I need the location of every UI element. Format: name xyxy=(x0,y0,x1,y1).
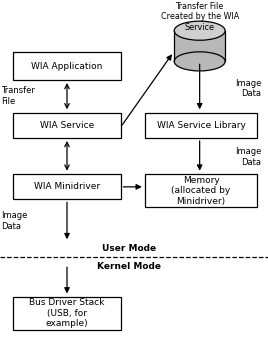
Bar xyxy=(174,31,225,61)
Text: Kernel Mode: Kernel Mode xyxy=(97,262,161,271)
Text: WIA Service Library: WIA Service Library xyxy=(157,121,245,130)
Text: Image
Data: Image Data xyxy=(235,147,261,166)
Ellipse shape xyxy=(174,21,225,40)
Text: Bus Driver Stack
(USB, for
example): Bus Driver Stack (USB, for example) xyxy=(29,298,105,328)
Text: Memory
(allocated by
Minidriver): Memory (allocated by Minidriver) xyxy=(171,176,231,206)
Bar xyxy=(13,297,121,330)
Text: Transfer File
Created by the WIA
Service: Transfer File Created by the WIA Service xyxy=(161,2,239,31)
Bar xyxy=(145,174,257,207)
Bar xyxy=(13,113,121,138)
Text: WIA Minidriver: WIA Minidriver xyxy=(34,182,100,191)
Bar xyxy=(145,113,257,138)
Bar xyxy=(13,52,121,80)
Text: Image
Data: Image Data xyxy=(1,211,28,231)
Text: User Mode: User Mode xyxy=(102,244,156,253)
Text: Image
Data: Image Data xyxy=(235,79,261,98)
Bar xyxy=(13,174,121,199)
Text: Transfer
File: Transfer File xyxy=(1,87,35,106)
Text: WIA Application: WIA Application xyxy=(31,62,103,71)
Text: WIA Service: WIA Service xyxy=(40,121,94,130)
Ellipse shape xyxy=(174,52,225,71)
